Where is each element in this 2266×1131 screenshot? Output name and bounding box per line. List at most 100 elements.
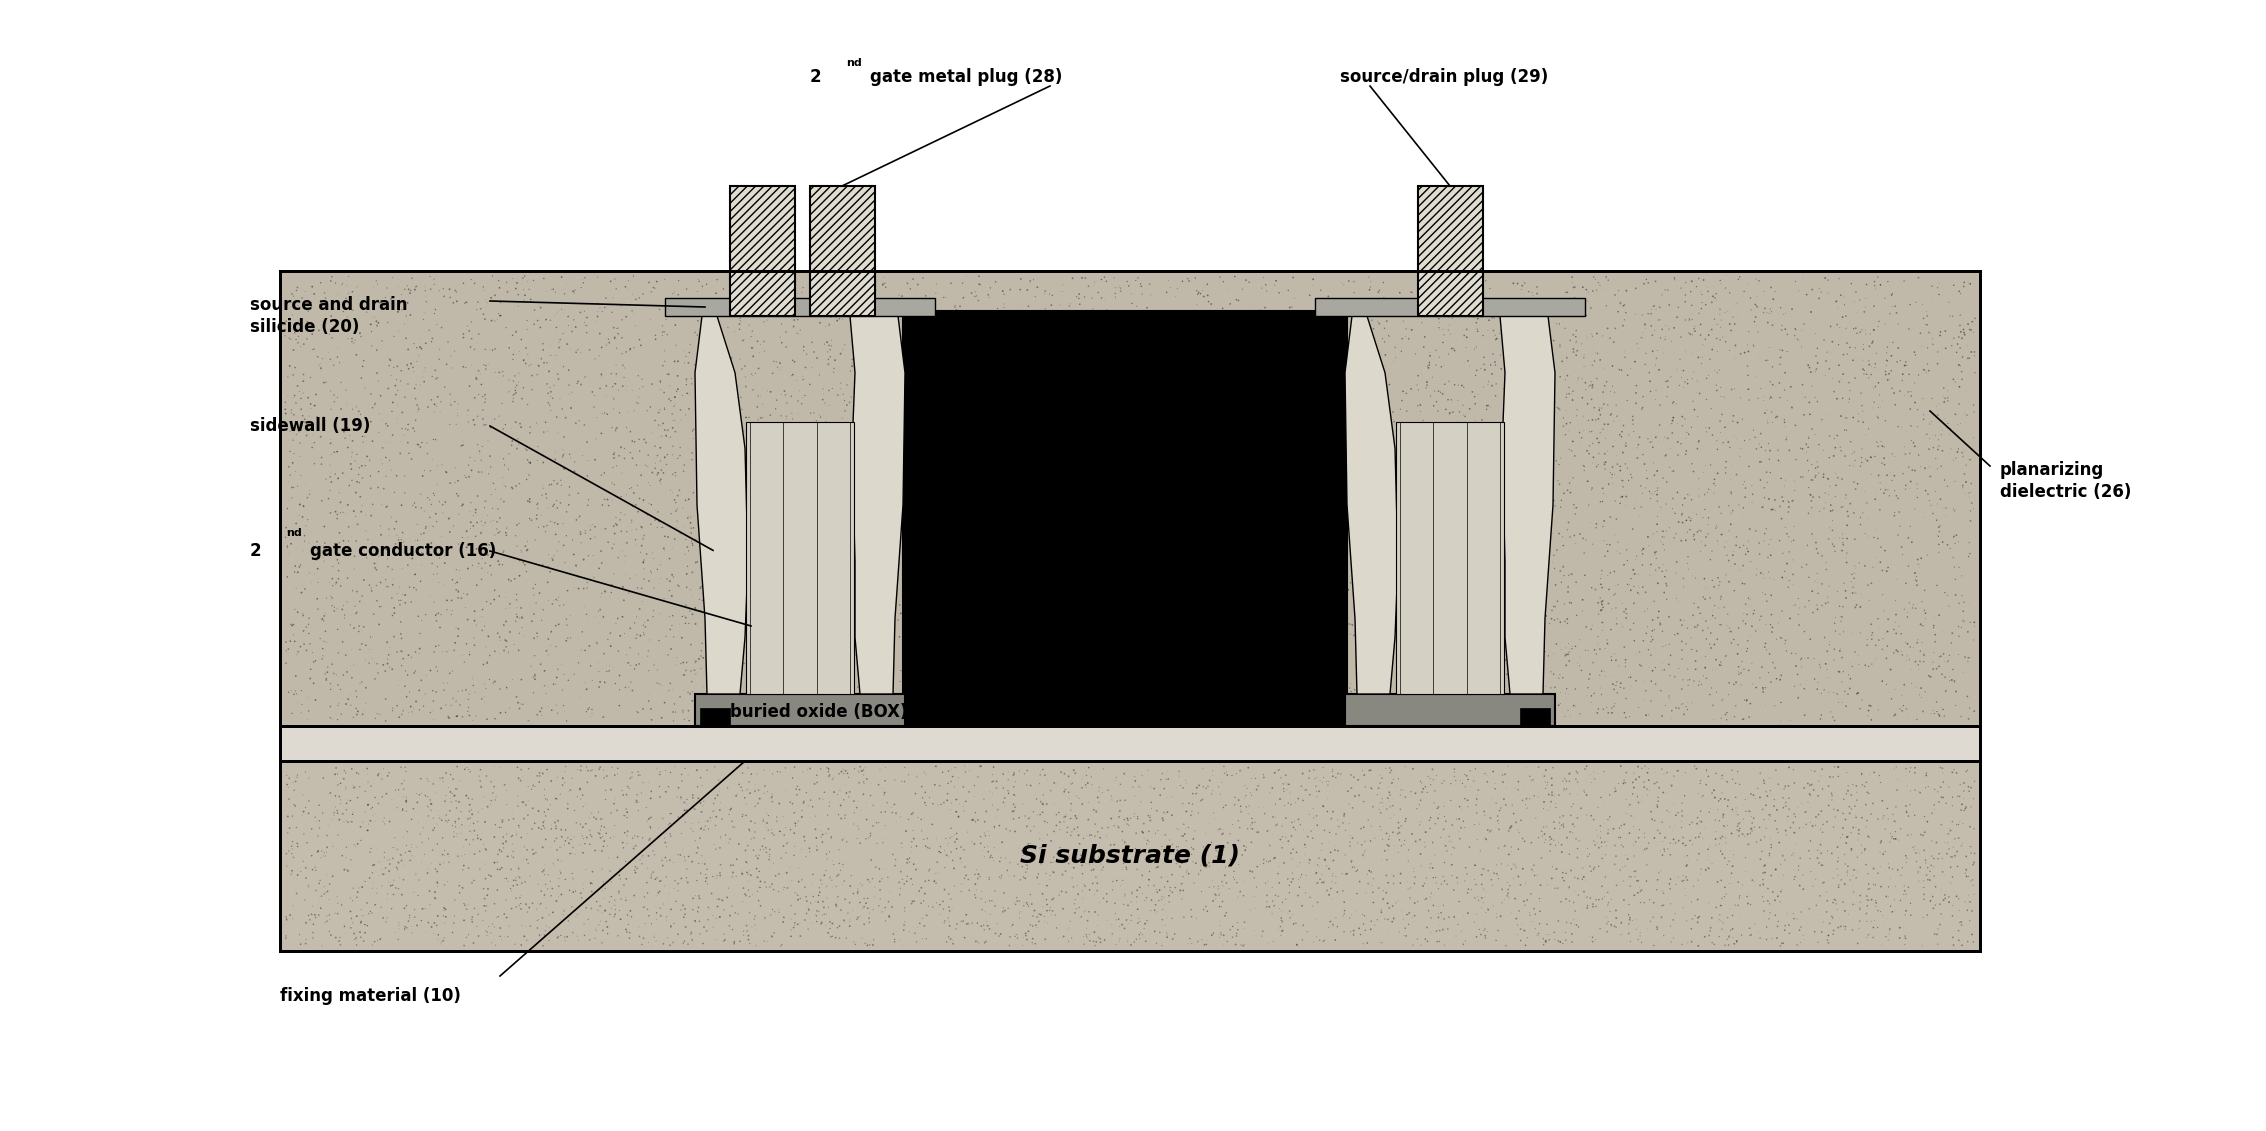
Point [1946,802,1983,820]
Point [1409,375,1446,394]
Point [1613,570,1650,588]
Point [809,905,845,923]
Point [351,654,387,672]
Point [292,395,329,413]
Point [1373,297,1409,316]
Point [1147,851,1183,869]
Point [1255,622,1292,640]
Point [659,656,696,674]
Point [1758,861,1795,879]
Point [1715,380,1752,398]
Point [1874,444,1910,463]
Point [691,587,727,605]
Point [1545,618,1582,636]
Point [286,622,322,640]
Point [1901,559,1937,577]
Point [1434,690,1471,708]
Point [1475,575,1511,593]
Point [750,382,786,400]
Point [1790,568,1826,586]
Point [544,448,580,466]
Point [1509,789,1545,808]
Point [1926,623,1962,641]
Point [1702,572,1738,590]
Point [981,305,1017,323]
Point [449,293,485,311]
Point [1085,343,1122,361]
Point [1056,820,1092,838]
Point [678,553,714,571]
Point [299,573,335,592]
Point [1215,869,1251,887]
Point [1534,786,1570,804]
Point [1767,797,1804,815]
Point [1389,385,1425,403]
Point [1124,656,1160,674]
Point [1076,700,1113,718]
Point [1425,615,1462,633]
Point [1872,334,1908,352]
Point [1724,481,1761,499]
Point [1394,283,1430,301]
Point [1133,608,1169,627]
Point [1262,696,1298,714]
Point [539,768,576,786]
Point [1206,758,1242,776]
Point [1718,314,1754,333]
Point [929,370,965,388]
Point [408,685,444,703]
Point [1092,638,1128,656]
Point [857,394,893,412]
Point [1271,926,1307,944]
Point [780,475,816,493]
Point [1826,791,1863,809]
Point [1371,573,1407,592]
Point [698,909,734,927]
Point [1956,347,1992,365]
Point [1181,804,1217,822]
Point [1915,608,1951,627]
Point [1922,606,1958,624]
Point [426,854,462,872]
Point [1165,794,1201,812]
Point [1425,385,1462,403]
Point [1348,654,1385,672]
Point [1763,348,1799,366]
Point [1280,857,1317,875]
Point [1448,858,1484,877]
Point [1301,931,1337,949]
Point [1255,655,1292,673]
Point [1484,422,1520,440]
Point [344,907,381,925]
Point [1221,819,1258,837]
Point [1303,835,1339,853]
Point [854,936,891,955]
Point [596,319,632,337]
Point [530,646,566,664]
Point [775,656,811,674]
Point [644,709,680,727]
Point [458,513,494,532]
Point [959,622,995,640]
Point [1346,641,1382,659]
Point [1473,657,1509,675]
Point [1820,848,1856,866]
Point [1289,641,1326,659]
Point [419,457,455,475]
Point [1339,627,1375,645]
Point [1835,352,1872,370]
Point [827,776,863,794]
Point [1450,880,1486,898]
Point [489,872,526,890]
Point [1616,847,1652,865]
Point [1448,767,1484,785]
Point [1477,905,1514,923]
Point [1067,762,1104,780]
Point [1373,487,1409,506]
Point [1618,395,1654,413]
Point [433,386,469,404]
Point [553,782,589,800]
Point [1206,798,1242,817]
Point [320,697,356,715]
Point [1042,382,1079,400]
